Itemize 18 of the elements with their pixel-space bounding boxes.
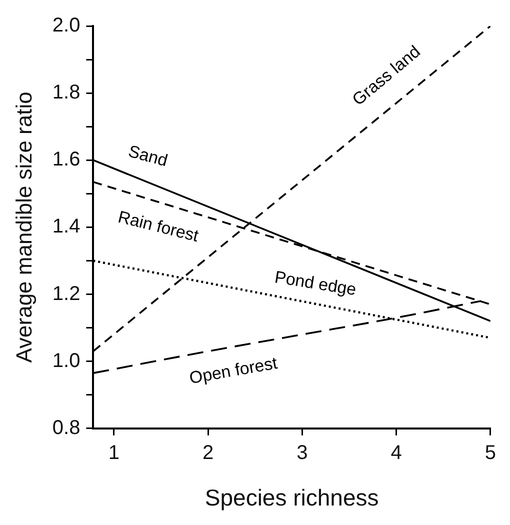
x-axis-title: Species richness xyxy=(204,484,379,511)
text: Sand xyxy=(126,142,170,170)
y-tick-label: 1.0 xyxy=(52,350,80,372)
x-tick-label: 5 xyxy=(484,442,496,464)
y-tick-label: 1.2 xyxy=(52,282,80,305)
x-tick-label: 2 xyxy=(202,442,214,464)
y-tick-label: 1.8 xyxy=(52,82,80,104)
y-axis-title: Average mandible size ratio xyxy=(11,92,36,363)
text: Open forest xyxy=(188,353,279,388)
y-tick-label: 0.8 xyxy=(52,416,80,439)
text: Rain forest xyxy=(116,207,201,246)
x-tick-label: 3 xyxy=(296,442,308,464)
x-tick-label: 1 xyxy=(108,442,120,464)
x-tick-label: 4 xyxy=(390,442,402,464)
text: Pond edge xyxy=(273,268,358,300)
y-tick-label: 2.0 xyxy=(52,14,80,37)
y-tick-label: 1.6 xyxy=(52,148,80,171)
y-tick-label: 1.4 xyxy=(52,216,80,238)
